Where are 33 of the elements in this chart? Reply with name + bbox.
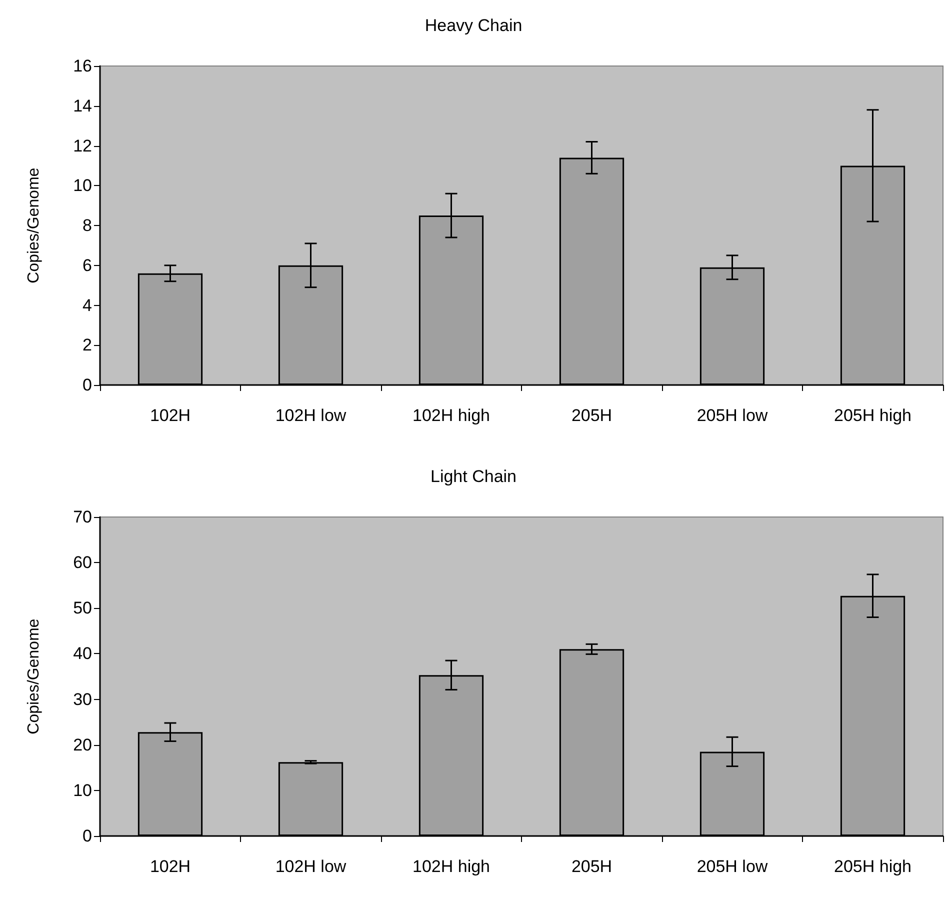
y-tick-label: 10 <box>73 780 92 800</box>
y-tick-label: 0 <box>82 376 92 394</box>
y-tick-label: 40 <box>73 644 92 664</box>
y-tick-label: 16 <box>73 56 92 76</box>
y-tick-label: 0 <box>82 826 92 846</box>
x-tick-label: 205H high <box>834 857 912 876</box>
y-tick-label: 8 <box>82 216 92 235</box>
y-tick-label: 60 <box>73 553 92 572</box>
y-tick-label: 30 <box>73 690 92 709</box>
x-tick-label: 205H high <box>834 406 912 425</box>
x-tick-label: 102H low <box>275 406 347 425</box>
y-tick-label: 20 <box>73 735 92 754</box>
y-tick-label: 6 <box>82 256 92 275</box>
y-axis-title: Copies/Genome <box>26 168 42 284</box>
y-tick-label: 14 <box>73 96 92 116</box>
y-tick-label: 2 <box>82 336 92 355</box>
x-tick-label: 102H high <box>412 857 490 876</box>
y-axis-title: Copies/Genome <box>26 618 42 734</box>
y-tick-label: 50 <box>73 598 92 618</box>
chart-title: Light Chain <box>430 467 517 486</box>
y-tick-label: 10 <box>73 176 92 196</box>
x-tick-label: 205H low <box>696 406 768 425</box>
x-tick-label: 102H <box>150 857 191 876</box>
x-tick-label: 102H high <box>412 406 490 425</box>
y-tick-label: 4 <box>82 296 92 315</box>
y-tick-label: 12 <box>73 136 92 156</box>
x-tick-label: 205H <box>571 857 612 876</box>
chart-title: Heavy Chain <box>424 16 522 35</box>
y-tick-label: 70 <box>73 508 92 526</box>
x-tick-label: 205H low <box>696 857 768 876</box>
x-tick-label: 102H <box>150 406 191 425</box>
x-tick-label: 205H <box>571 406 612 425</box>
x-tick-label: 102H low <box>275 857 347 876</box>
